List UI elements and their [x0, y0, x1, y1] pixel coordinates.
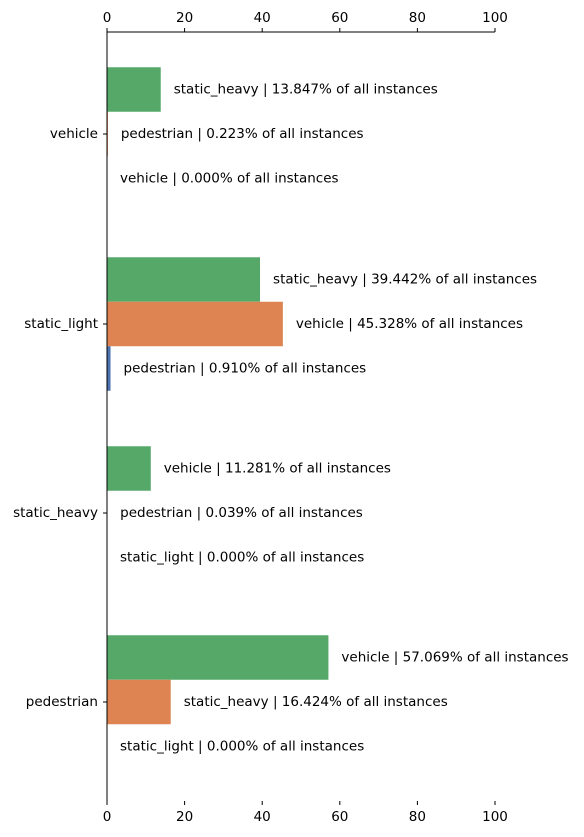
bar-static_light-1	[107, 301, 283, 347]
bar-label-static_light-2: pedestrian | 0.910% of all instances	[124, 361, 367, 377]
bottom-tick-label-60: 60	[331, 809, 348, 825]
axes-layer: 0 0 20 20 40 40 60 60 80 80 100 100 vehicle static_li…	[13, 10, 508, 825]
bar-label-static_light-0: static_heavy | 39.442% of all instances	[273, 272, 537, 288]
bar-labels-layer: static_heavy | 13.847% of all instances p…	[120, 82, 569, 755]
y-tick-label-static_light: static_light	[24, 316, 98, 332]
bottom-tick-label-100: 100	[482, 809, 508, 825]
bar-static_light-2	[107, 346, 111, 391]
bottom-tick-label-0: 0	[103, 809, 112, 825]
bar-static_heavy-0	[107, 446, 151, 491]
top-tick-label-60: 60	[331, 10, 348, 26]
bar-pedestrian-1	[107, 679, 171, 725]
top-tick-label-80: 80	[409, 10, 426, 26]
bar-label-vehicle-1: pedestrian | 0.223% of all instances	[121, 126, 364, 142]
bar-label-vehicle-0: static_heavy | 13.847% of all instances	[174, 82, 438, 98]
bar-label-pedestrian-0: vehicle | 57.069% of all instances	[341, 650, 568, 666]
bar-pedestrian-0	[107, 635, 329, 680]
bar-label-static_heavy-0: vehicle | 11.281% of all instances	[164, 461, 391, 477]
bars-layer	[107, 67, 329, 725]
bar-label-pedestrian-1: static_heavy | 16.424% of all instances	[184, 694, 448, 710]
y-tick-label-vehicle: vehicle	[50, 126, 98, 142]
top-tick-label-0: 0	[103, 10, 112, 26]
bar-static_light-0	[107, 257, 261, 302]
bar-label-static_heavy-2: static_light | 0.000% of all instances	[120, 550, 364, 566]
bottom-tick-label-20: 20	[176, 809, 193, 825]
bottom-tick-label-40: 40	[254, 809, 271, 825]
bar-label-static_light-1: vehicle | 45.328% of all instances	[296, 316, 523, 332]
top-tick-label-20: 20	[176, 10, 193, 26]
y-tick-label-pedestrian: pedestrian	[26, 694, 98, 710]
top-tick-label-40: 40	[254, 10, 271, 26]
y-tick-label-static_heavy: static_heavy	[13, 505, 98, 521]
bar-label-vehicle-2: vehicle | 0.000% of all instances	[120, 171, 339, 187]
bar-label-static_heavy-1: pedestrian | 0.039% of all instances	[120, 505, 363, 521]
top-tick-label-100: 100	[482, 10, 508, 26]
bar-vehicle-0	[107, 67, 161, 112]
bar-label-pedestrian-2: static_light | 0.000% of all instances	[120, 739, 364, 755]
bottom-tick-label-80: 80	[409, 809, 426, 825]
